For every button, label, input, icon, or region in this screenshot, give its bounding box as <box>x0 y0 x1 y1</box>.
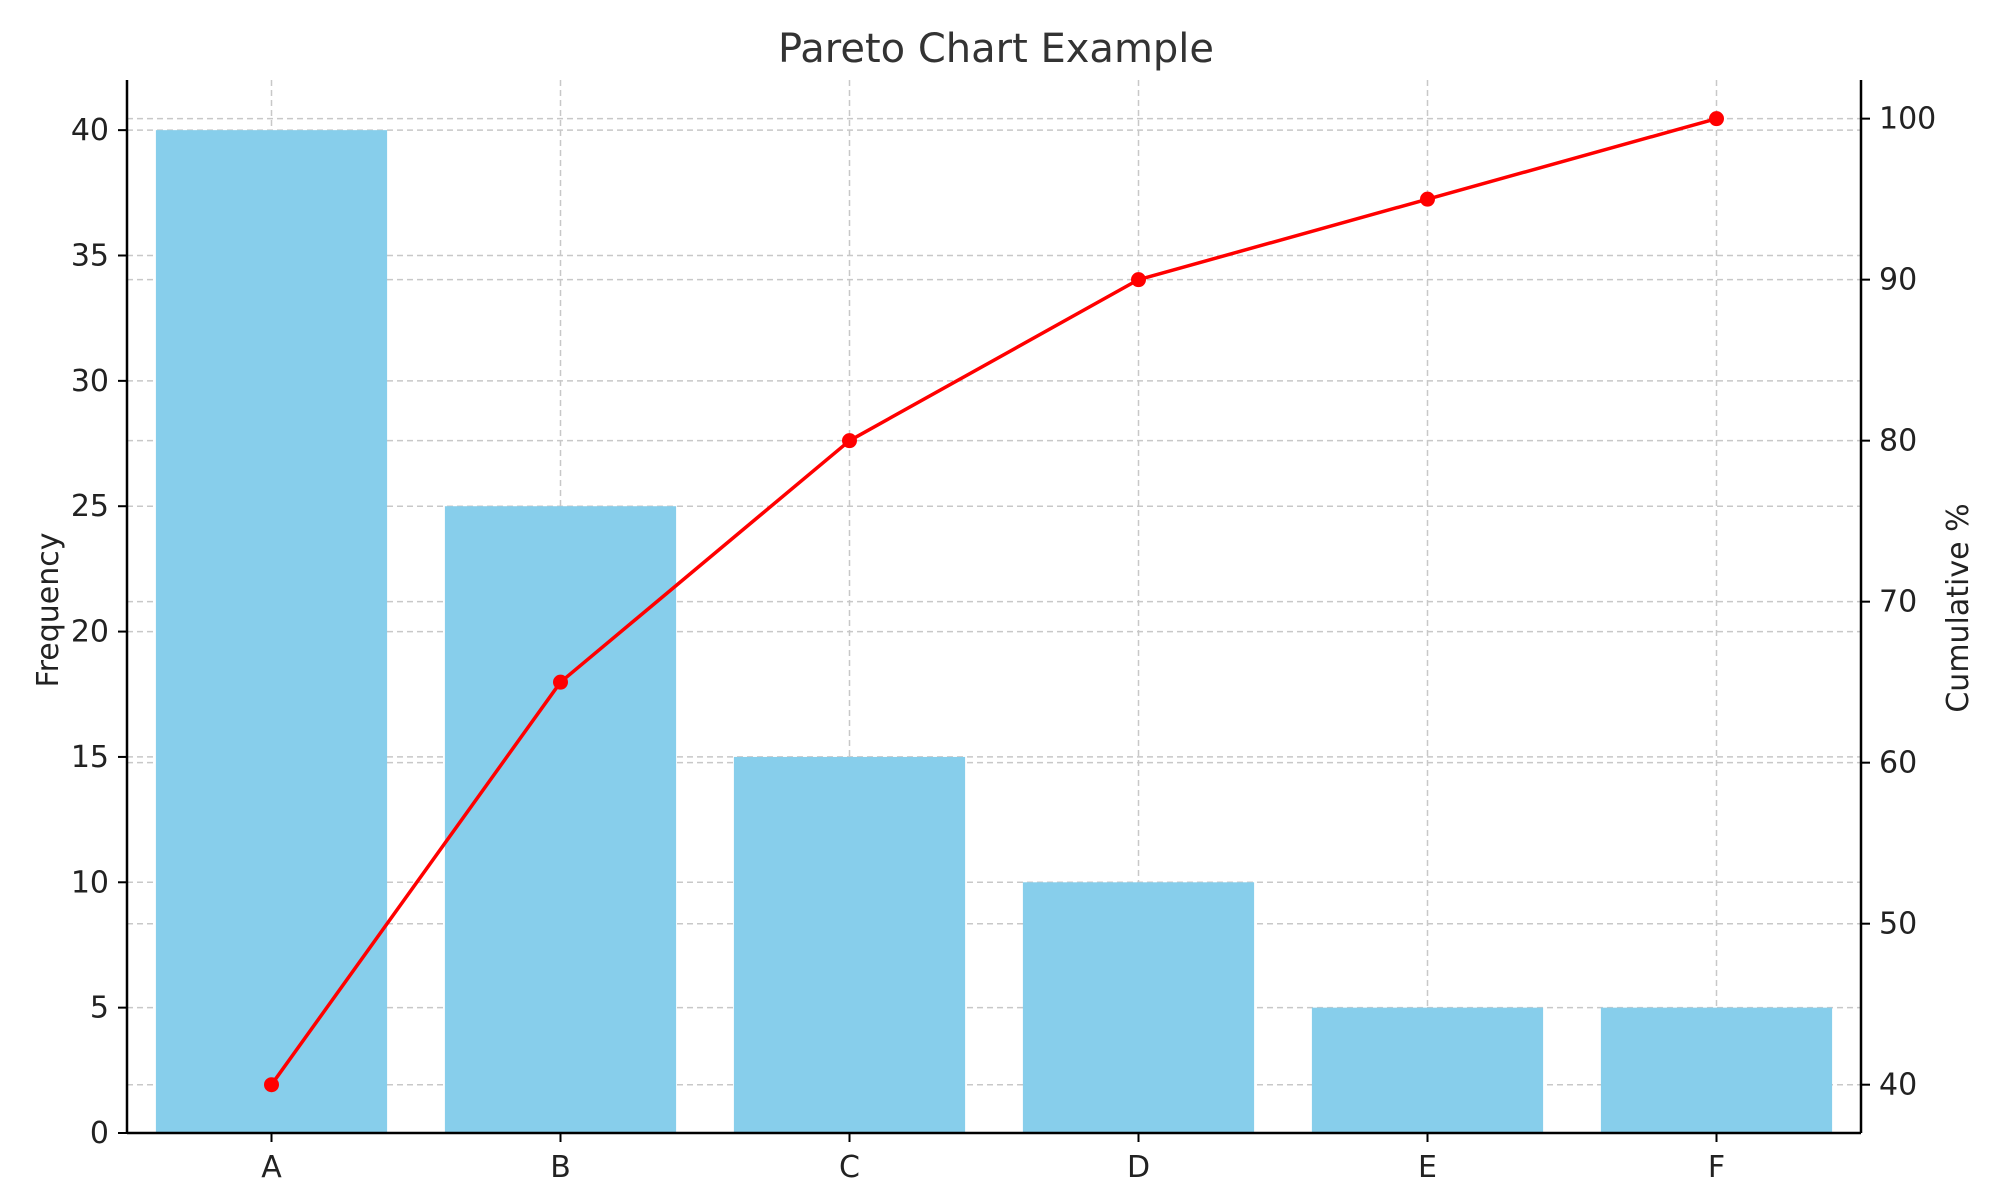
bar-f <box>1600 1007 1833 1133</box>
grid-layer <box>127 80 1861 1134</box>
cumulative-point-d <box>1131 272 1146 288</box>
y-tick-label: 20 <box>71 615 109 650</box>
x-tick-label-c: C <box>839 1150 860 1185</box>
bar-d <box>1022 882 1255 1133</box>
y-tick-label: 40 <box>71 113 109 148</box>
y-tick-label: 15 <box>71 740 109 775</box>
x-tick-label-e: E <box>1418 1150 1437 1185</box>
y-tick-label: 25 <box>71 489 109 524</box>
y2-tick-label: 100 <box>1879 102 1936 137</box>
y-axis-label: Frequency <box>31 533 66 688</box>
y2-tick-label: 70 <box>1879 585 1917 620</box>
bar-e <box>1311 1007 1544 1133</box>
cumulative-point-a <box>264 1077 279 1093</box>
bar-b <box>444 506 677 1133</box>
cumulative-point-e <box>1420 191 1435 207</box>
x-tick-label-b: B <box>550 1150 571 1185</box>
y-tick-label: 30 <box>71 364 109 399</box>
cumulative-point-c <box>842 433 857 449</box>
x-tick-label-d: D <box>1127 1150 1150 1185</box>
y2-tick-label: 90 <box>1879 263 1917 298</box>
y-tick-label: 35 <box>71 239 109 274</box>
y2-tick-label: 60 <box>1879 746 1917 781</box>
y-tick-label: 10 <box>71 865 109 900</box>
cumulative-point-f <box>1709 111 1724 127</box>
cumulative-line-layer <box>264 111 1724 1093</box>
cumulative-point-b <box>553 674 568 690</box>
x-tick-label-f: F <box>1708 1150 1725 1185</box>
y2-tick-label: 50 <box>1879 907 1917 942</box>
y2-tick-label: 40 <box>1879 1068 1917 1103</box>
chart-title: Pareto Chart Example <box>778 26 1214 72</box>
axis-layer: 0 5 10 15 20 25 30 35 40 40 50 60 70 80 90 100 A B C D E F <box>71 80 1936 1185</box>
bar-layer <box>155 130 1833 1134</box>
y2-tick-label: 80 <box>1879 424 1917 459</box>
bar-a <box>155 130 388 1134</box>
y2-axis-label: Cumulative % <box>1941 503 1976 712</box>
y-tick-label: 0 <box>90 1116 109 1151</box>
y-tick-label: 5 <box>90 991 109 1026</box>
cumulative-line <box>270 116 1717 1086</box>
x-tick-label-a: A <box>261 1150 282 1185</box>
bar-c <box>733 756 966 1133</box>
